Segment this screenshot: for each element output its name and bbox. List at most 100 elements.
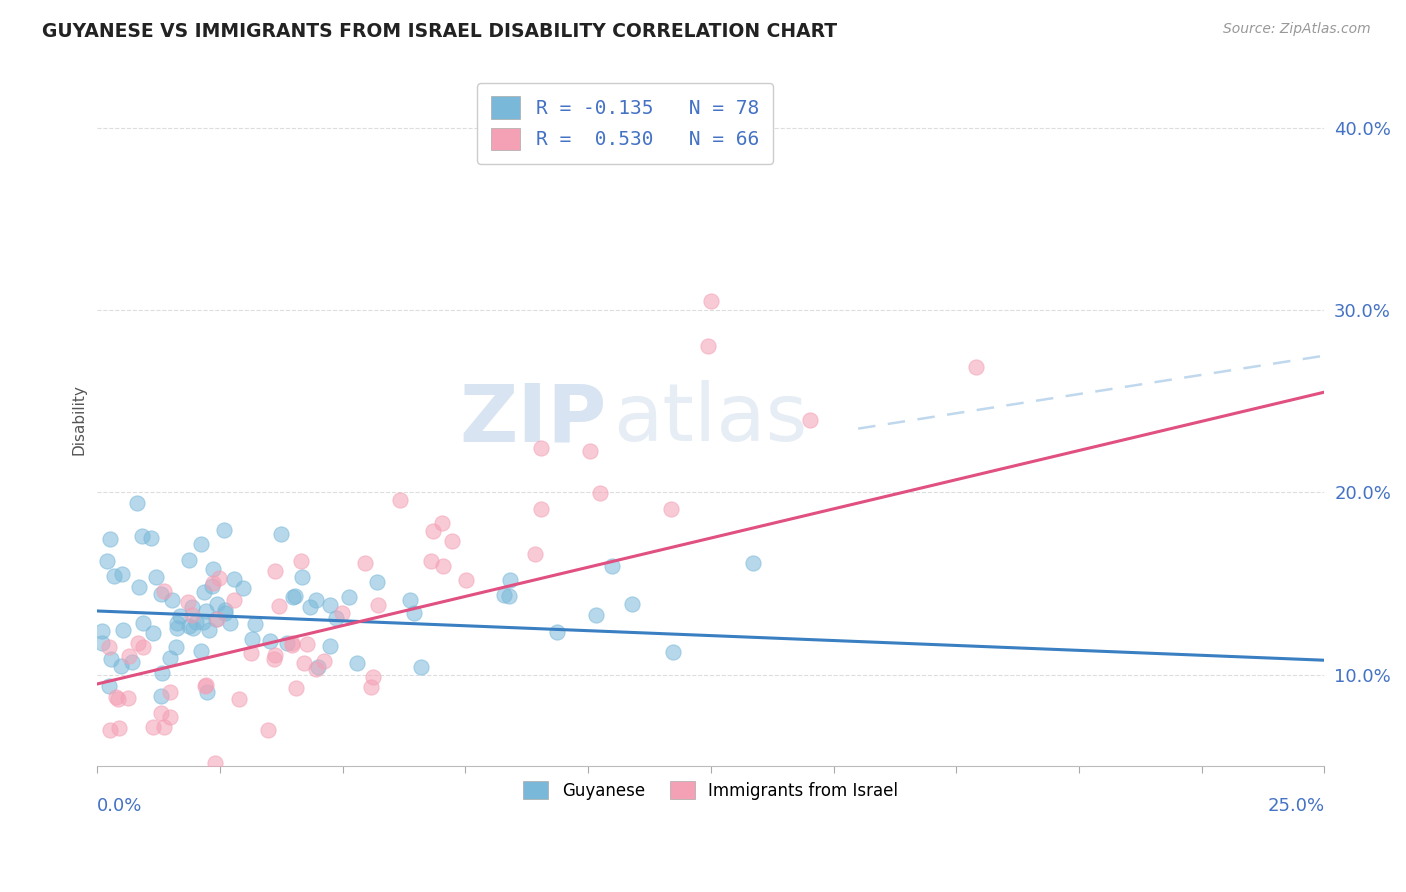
- Point: [125, 496, 148, 510]
- Point: [232, 581, 254, 595]
- Point: [214, 606, 236, 620]
- Point: [281, 590, 304, 604]
- Point: [305, 662, 328, 676]
- Point: [149, 689, 172, 703]
- Point: [281, 638, 304, 652]
- Point: [494, 588, 516, 602]
- Point: [325, 610, 347, 624]
- Point: [117, 648, 139, 663]
- Point: [141, 777, 163, 791]
- Text: GUYANESE VS IMMIGRANTS FROM ISRAEL DISABILITY CORRELATION CHART: GUYANESE VS IMMIGRANTS FROM ISRAEL DISAB…: [42, 22, 838, 41]
- Point: [499, 574, 522, 588]
- Point: [145, 570, 167, 584]
- Point: [180, 600, 202, 615]
- Point: [422, 524, 444, 538]
- Point: [169, 609, 191, 624]
- Point: [267, 599, 290, 613]
- Text: atlas: atlas: [613, 381, 807, 458]
- Point: [346, 656, 368, 670]
- Point: [454, 573, 477, 587]
- Point: [589, 486, 612, 500]
- Point: [799, 413, 821, 427]
- Text: ZIP: ZIP: [460, 381, 606, 458]
- Point: [142, 625, 165, 640]
- Point: [100, 652, 122, 666]
- Point: [314, 654, 336, 668]
- Point: [180, 777, 202, 791]
- Point: [285, 681, 308, 695]
- Text: Source: ZipAtlas.com: Source: ZipAtlas.com: [1223, 22, 1371, 37]
- Point: [121, 655, 143, 669]
- Point: [662, 645, 685, 659]
- Point: [166, 622, 188, 636]
- Point: [292, 657, 315, 671]
- Point: [208, 571, 231, 585]
- Point: [201, 579, 224, 593]
- Point: [98, 533, 121, 547]
- Y-axis label: Disability: Disability: [72, 384, 86, 455]
- Point: [97, 640, 120, 655]
- Point: [222, 573, 245, 587]
- Point: [194, 679, 217, 693]
- Point: [198, 624, 221, 638]
- Point: [367, 599, 389, 613]
- Point: [240, 632, 263, 646]
- Point: [153, 584, 176, 599]
- Point: [523, 547, 546, 561]
- Point: [190, 536, 212, 550]
- Point: [205, 612, 228, 626]
- Point: [128, 580, 150, 594]
- Point: [228, 692, 250, 706]
- Point: [132, 615, 155, 630]
- Point: [700, 293, 723, 308]
- Point: [91, 636, 114, 650]
- Point: [190, 643, 212, 657]
- Point: [201, 575, 224, 590]
- Point: [149, 587, 172, 601]
- Point: [304, 592, 326, 607]
- Point: [276, 636, 298, 650]
- Point: [181, 621, 204, 635]
- Point: [145, 777, 167, 791]
- Point: [107, 691, 129, 706]
- Point: [132, 640, 155, 655]
- Point: [94, 777, 117, 791]
- Point: [160, 593, 183, 607]
- Point: [284, 589, 307, 603]
- Point: [139, 531, 162, 545]
- Point: [585, 608, 607, 623]
- Text: 0.0%: 0.0%: [97, 797, 143, 814]
- Point: [411, 659, 433, 673]
- Point: [529, 441, 551, 455]
- Point: [259, 634, 281, 648]
- Point: [219, 615, 242, 630]
- Point: [181, 608, 204, 623]
- Point: [354, 557, 377, 571]
- Point: [399, 593, 422, 607]
- Point: [98, 723, 121, 737]
- Point: [318, 599, 340, 613]
- Point: [440, 534, 463, 549]
- Point: [696, 339, 718, 353]
- Point: [965, 359, 987, 374]
- Point: [620, 597, 643, 611]
- Point: [165, 640, 187, 654]
- Point: [177, 595, 200, 609]
- Point: [179, 619, 201, 633]
- Point: [153, 720, 176, 734]
- Point: [142, 721, 165, 735]
- Point: [149, 706, 172, 720]
- Point: [194, 678, 217, 692]
- Point: [195, 685, 218, 699]
- Point: [402, 606, 425, 620]
- Point: [111, 567, 134, 582]
- Point: [263, 652, 285, 666]
- Point: [243, 617, 266, 632]
- Point: [204, 756, 226, 771]
- Point: [186, 615, 208, 629]
- Point: [159, 651, 181, 665]
- Point: [361, 669, 384, 683]
- Point: [742, 556, 765, 570]
- Legend: Guyanese, Immigrants from Israel: Guyanese, Immigrants from Israel: [517, 774, 905, 806]
- Point: [117, 690, 139, 705]
